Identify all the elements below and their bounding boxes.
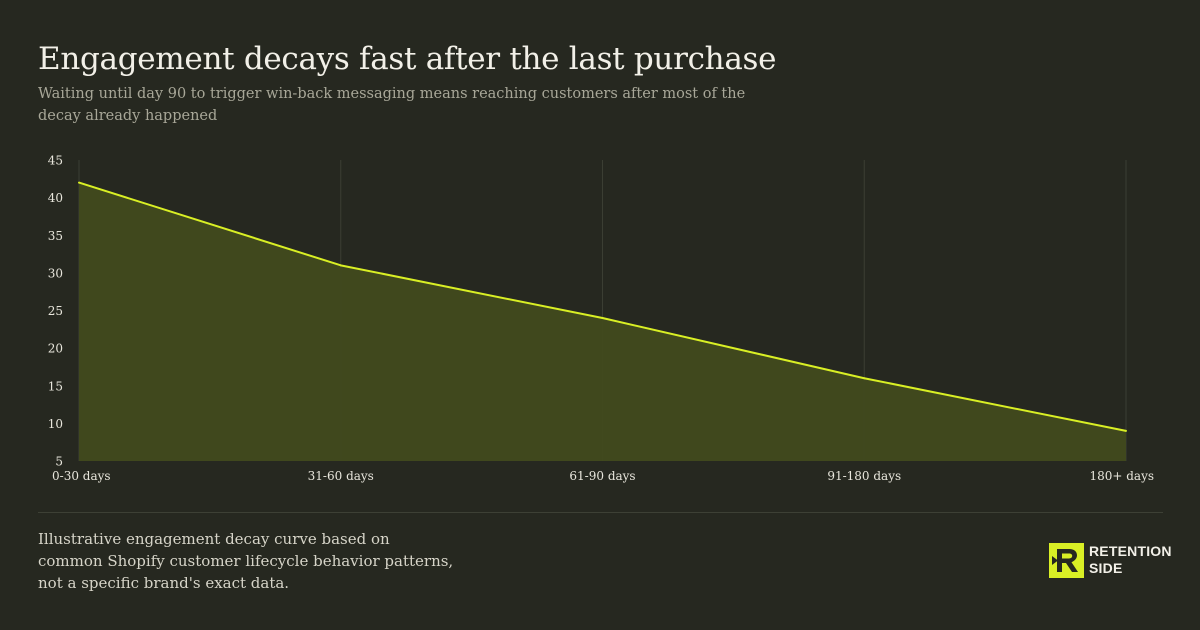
brand-name-line1: RETENTION (1089, 543, 1172, 559)
brand-name: RETENTION SIDE (1089, 543, 1172, 577)
x-tick-label: 31-60 days (308, 469, 374, 483)
brand-name-line2: SIDE (1089, 560, 1123, 576)
footer-divider (38, 512, 1163, 513)
y-tick-label: 15 (48, 379, 63, 393)
data-point-3 (863, 377, 866, 380)
y-tick-label: 35 (48, 229, 63, 243)
chart-subtitle: Waiting until day 90 to trigger win-back… (38, 86, 746, 124)
y-tick-label: 40 (48, 191, 63, 205)
data-point-0 (78, 181, 80, 184)
footnote: Illustrative engagement decay curve base… (38, 530, 454, 592)
data-point-2 (601, 317, 604, 320)
data-point-4 (1125, 429, 1127, 432)
y-tick-label: 45 (48, 154, 63, 168)
y-tick-label: 20 (48, 342, 63, 356)
x-tick-label: 0-30 days (52, 469, 111, 483)
y-tick-label: 5 (55, 455, 63, 469)
y-tick-label: 25 (48, 304, 63, 318)
y-tick-label: 30 (48, 266, 63, 280)
x-tick-label: 91-180 days (827, 469, 901, 483)
x-tick-label: 61-90 days (569, 469, 635, 483)
data-point-1 (339, 264, 342, 267)
x-tick-label: 180+ days (1089, 469, 1154, 483)
brand-mark-icon (1049, 542, 1084, 578)
y-tick-label: 10 (48, 417, 63, 431)
area-fill (79, 182, 1126, 461)
chart-title: Engagement decays fast after the last pu… (38, 41, 777, 77)
brand-logo: RETENTION SIDE (1049, 542, 1172, 578)
